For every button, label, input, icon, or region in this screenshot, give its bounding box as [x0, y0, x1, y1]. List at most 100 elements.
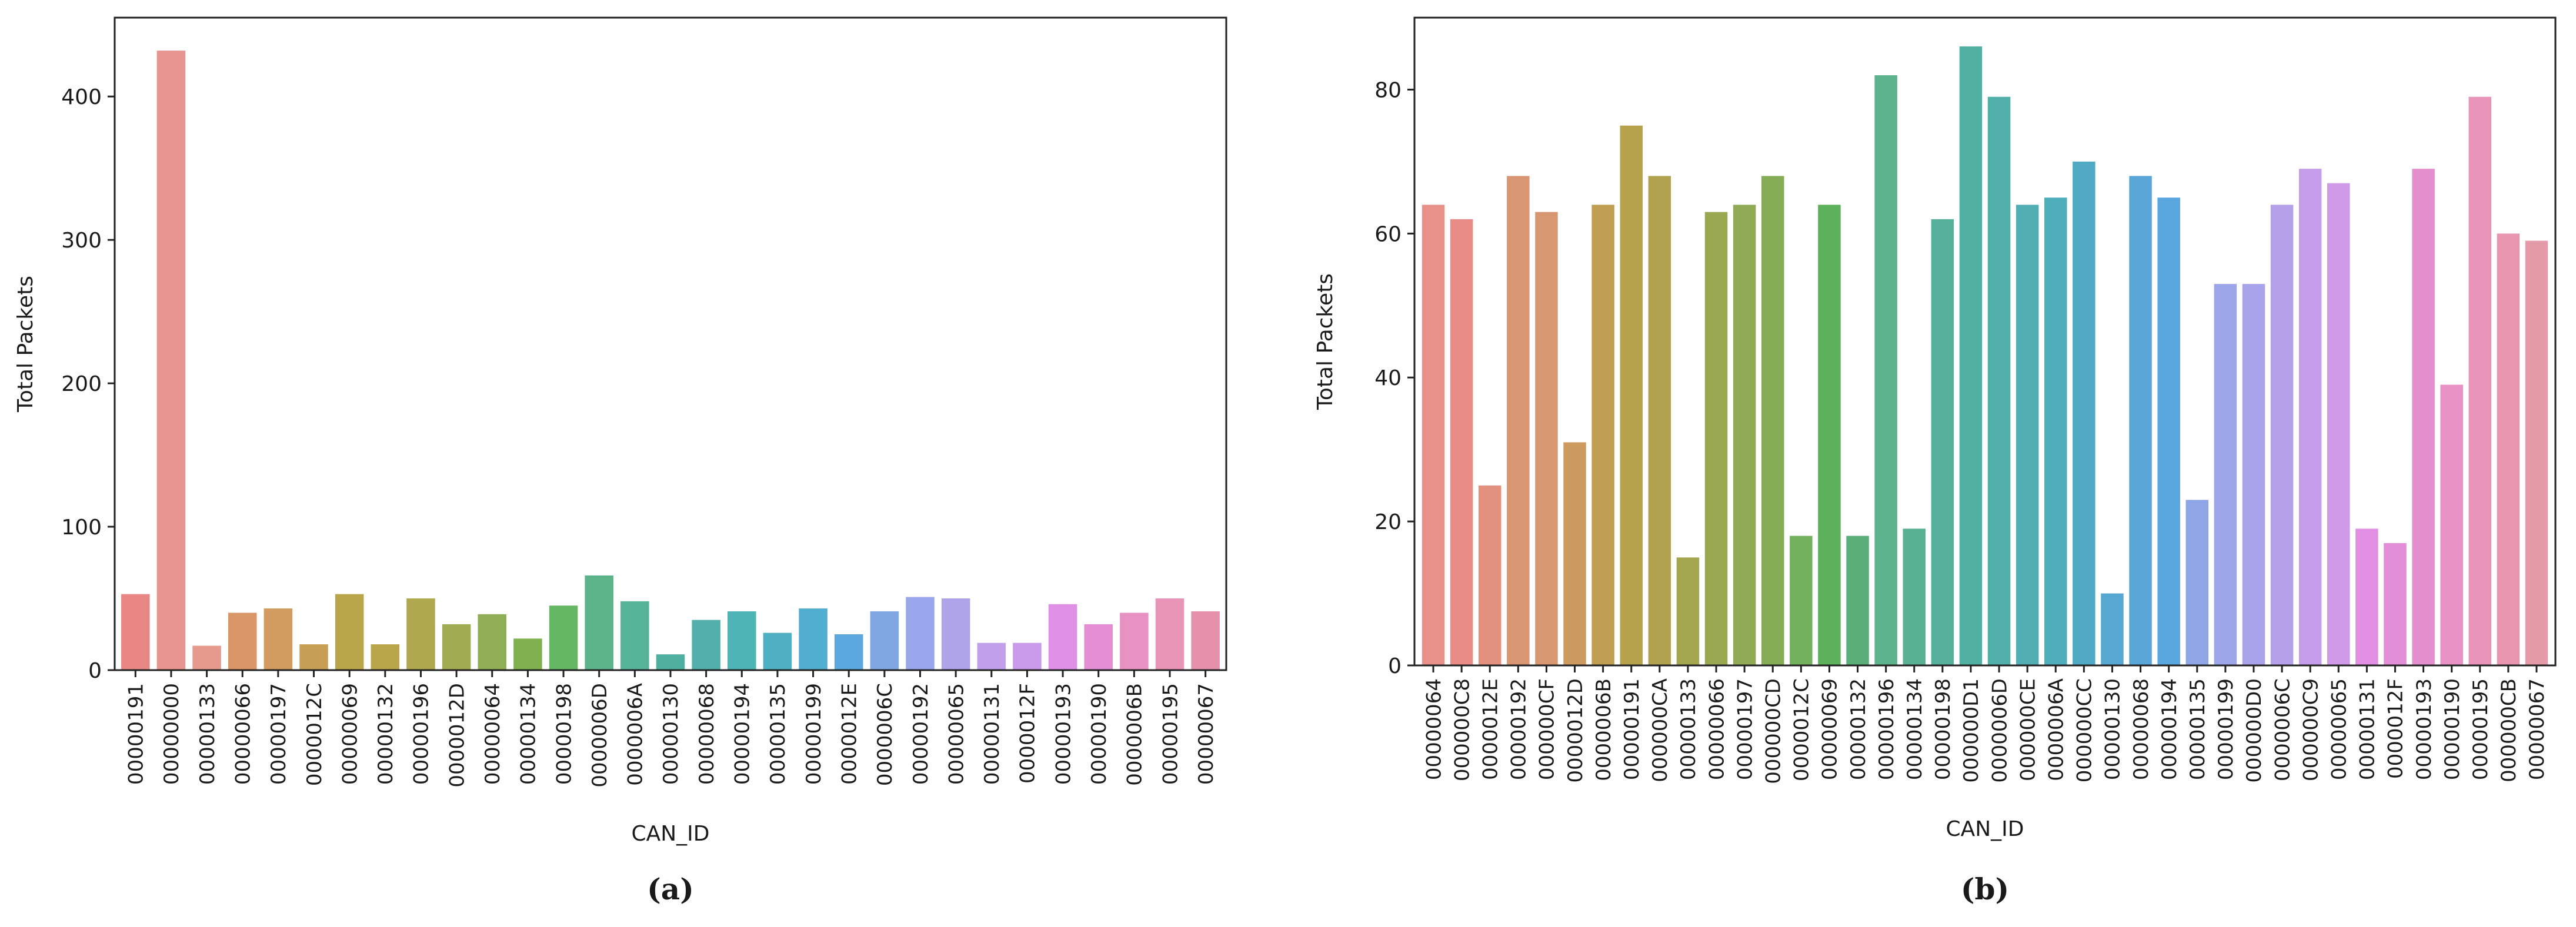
bar-00000132	[1846, 536, 1869, 665]
y-tick-label: 400	[61, 85, 102, 109]
bar-00000134	[1903, 528, 1926, 665]
x-tick-label: 00000198	[552, 683, 576, 785]
bar-0000006B	[1591, 205, 1614, 665]
bar-000000CD	[1761, 176, 1784, 665]
bar-00000191	[1620, 125, 1643, 666]
x-tick-label: 00000135	[766, 683, 790, 785]
y-tick-label: 0	[88, 659, 102, 683]
bar-0000012D	[442, 624, 471, 670]
bar-0000006C	[870, 611, 899, 670]
x-tick-label: 00000194	[731, 683, 755, 785]
x-tick-label: 00000192	[1507, 678, 1531, 780]
bar-00000066	[228, 613, 257, 670]
bar-00000193	[1048, 604, 1077, 670]
x-tick-label: 000000D0	[2243, 678, 2266, 783]
bar-0000006A	[2044, 198, 2067, 665]
x-tick-label: 0000006C	[2271, 678, 2294, 781]
x-tick-label: 00000193	[2413, 678, 2436, 780]
bar-000000CF	[1535, 212, 1558, 666]
x-tick-label: 0000006B	[1123, 683, 1147, 786]
x-tick-label: 00000066	[231, 683, 255, 785]
panel-caption: (a)	[647, 872, 694, 906]
x-tick-label: 0000012F	[2384, 678, 2408, 779]
x-tick-label: 00000196	[410, 683, 433, 785]
bar-00000191	[121, 594, 150, 670]
bar-00000135	[2185, 500, 2208, 665]
bar-000000C8	[1450, 219, 1473, 666]
y-tick-label: 20	[1374, 510, 1402, 534]
bar-00000199	[2214, 284, 2237, 665]
bar-00000066	[1704, 212, 1728, 666]
bar-00000135	[763, 632, 792, 670]
plot-frame	[1413, 16, 2557, 667]
x-tick-label: 00000191	[125, 683, 148, 785]
bar-00000068	[692, 620, 720, 670]
bar-000000D0	[2242, 284, 2265, 665]
bar-00000130	[2101, 593, 2124, 665]
x-tick-label: 00000195	[1159, 683, 1182, 785]
panel-caption: (b)	[1961, 872, 2009, 906]
x-tick-label: 00000064	[1422, 678, 1446, 780]
bar-0000006B	[1120, 613, 1149, 670]
x-tick-label: 0000006C	[873, 683, 897, 786]
x-tick-label: 0000006B	[1592, 678, 1616, 781]
x-tick-label: 00000195	[2469, 678, 2492, 780]
bar-00000131	[2355, 528, 2378, 665]
x-tick-label: 000000CA	[1649, 678, 1672, 782]
x-tick-label: 00000192	[909, 683, 933, 785]
x-tick-label: 00000193	[1052, 683, 1075, 785]
x-axis-label: CAN_ID	[1946, 817, 2024, 841]
x-tick-label: 0000012D	[445, 683, 469, 788]
bar-00000134	[513, 638, 542, 670]
bar-00000069	[335, 594, 364, 670]
y-axis-label: Total Packets	[1313, 273, 1337, 410]
bar-000000CC	[2073, 161, 2095, 665]
bar-00000193	[2412, 169, 2435, 665]
bar-00000068	[2129, 176, 2152, 665]
bar-00000133	[192, 645, 221, 670]
x-tick-label: 0000012F	[1016, 683, 1040, 784]
x-tick-label: 00000068	[2130, 678, 2153, 780]
x-tick-label: 00000130	[2101, 678, 2125, 780]
y-axis-label: Total Packets	[14, 276, 38, 413]
x-tick-label: 000000CB	[2497, 678, 2521, 782]
x-tick-label: 00000133	[196, 683, 219, 785]
x-tick-label: 00000069	[338, 683, 362, 785]
x-axis-label: CAN_ID	[631, 822, 709, 846]
x-tick-label: 000000D1	[1960, 678, 1983, 783]
bar-0000006C	[2270, 205, 2294, 665]
x-tick-label: 000000CE	[2016, 678, 2040, 781]
bar-000000C9	[2298, 169, 2322, 665]
bar-00000190	[2440, 384, 2463, 665]
y-tick-label: 80	[1374, 78, 1402, 102]
bar-00000196	[406, 598, 435, 670]
x-tick-label: 00000132	[1847, 678, 1870, 780]
y-tick-label: 0	[1388, 654, 1402, 678]
x-tick-label: 00000134	[1903, 678, 1927, 780]
chart-panel-1: 0 100 200 300 400 00000191 00000000 00000133 000…	[14, 16, 1227, 906]
x-tick-label: 00000131	[2356, 678, 2380, 780]
x-tick-label: 00000131	[980, 683, 1004, 785]
bar-00000065	[2327, 183, 2350, 665]
bar-00000064	[1422, 205, 1445, 665]
bar-000000CE	[2016, 205, 2039, 665]
bar-000000CB	[2497, 233, 2520, 666]
x-tick-label: 00000199	[2214, 678, 2238, 780]
bar-00000067	[2525, 240, 2548, 666]
x-tick-label: 0000012D	[1564, 678, 1587, 783]
x-tick-label: 000000C8	[1450, 678, 1474, 781]
bar-0000006A	[620, 601, 649, 670]
x-tick-label: 00000190	[1087, 683, 1111, 785]
bar-00000197	[1733, 205, 1756, 665]
bar-00000197	[263, 608, 293, 670]
bar-0000006D	[1987, 96, 2011, 665]
x-tick-label: 00000135	[2186, 678, 2210, 780]
bar-0000012F	[2384, 543, 2407, 665]
bar-00000064	[478, 614, 507, 670]
bar-00000190	[1084, 624, 1113, 670]
y-tick-label: 300	[61, 229, 102, 253]
x-tick-label: 0000006A	[624, 683, 648, 786]
bar-00000192	[906, 597, 935, 670]
x-tick-label: 00000130	[659, 683, 683, 785]
